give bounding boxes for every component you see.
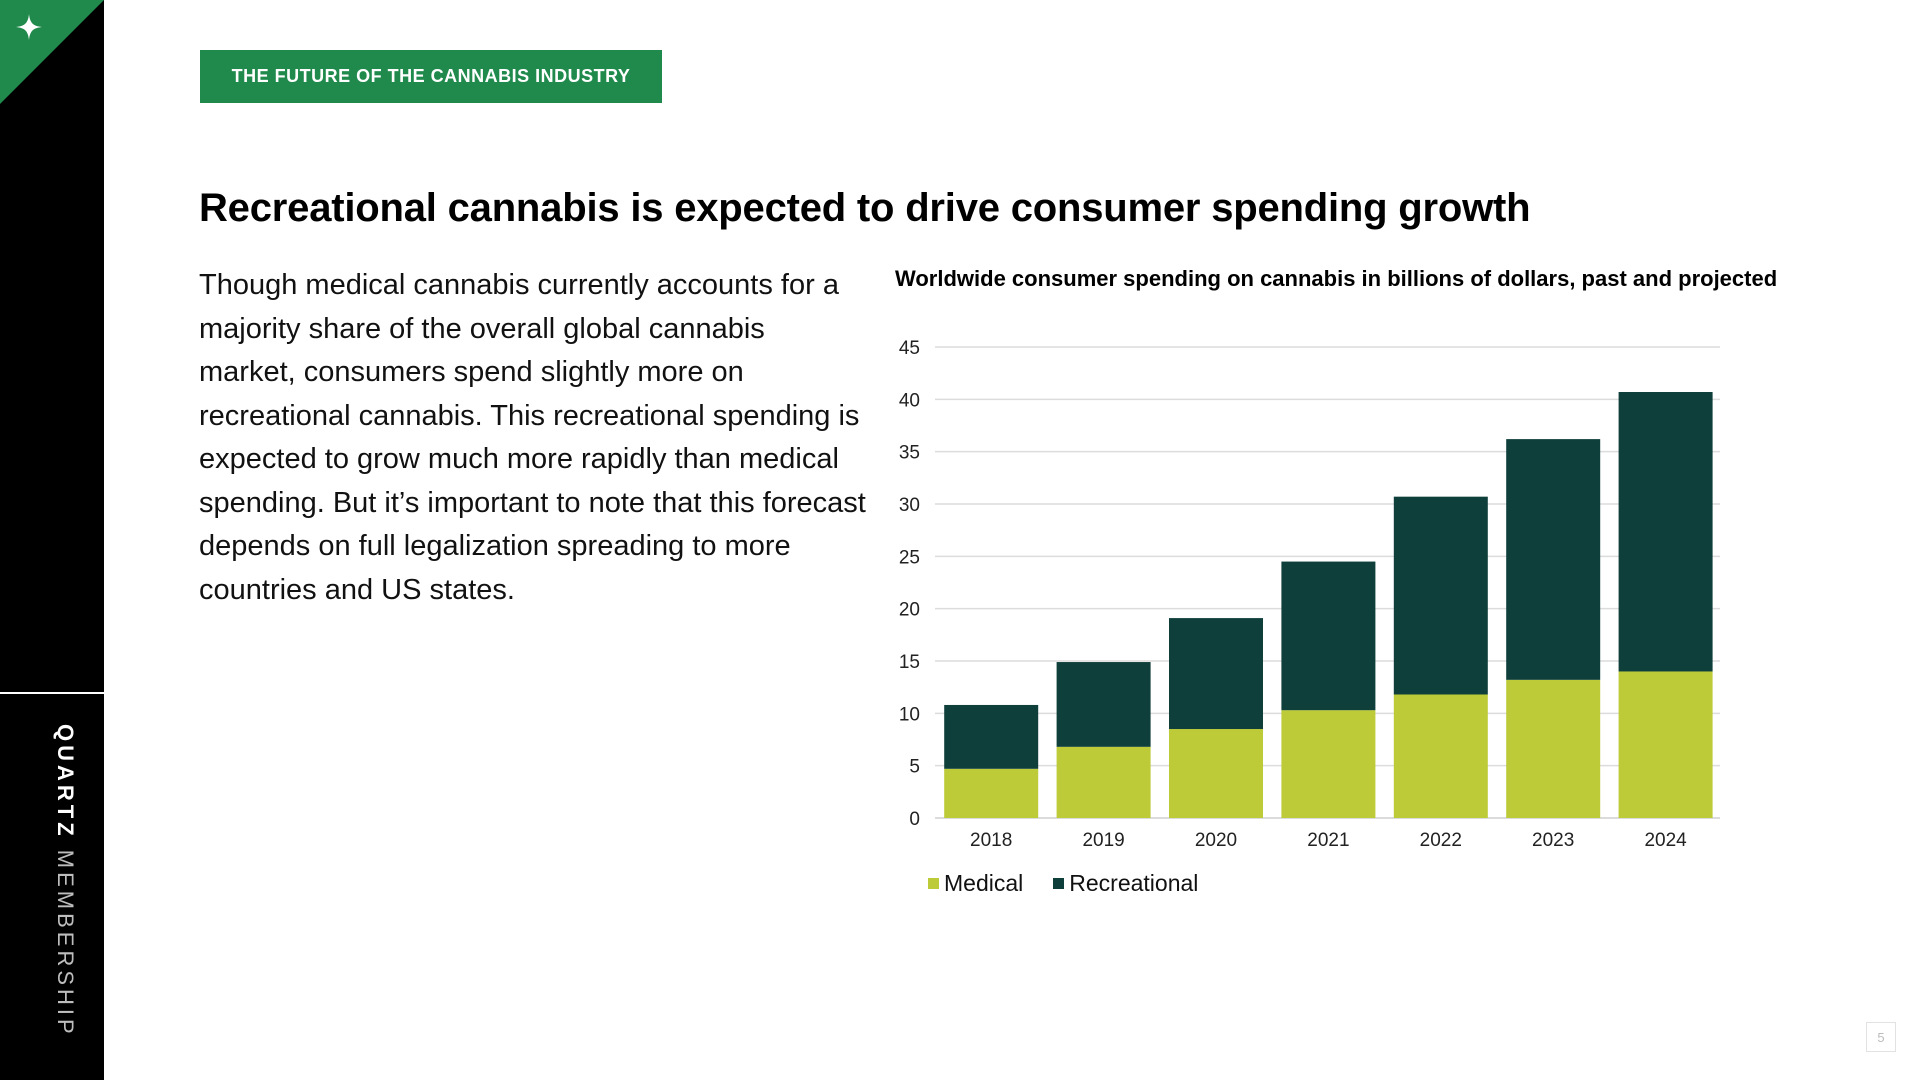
bar-recreational	[1281, 561, 1376, 711]
brand-primary: QUARTZ	[53, 724, 78, 840]
x-tick-label: 2023	[1532, 830, 1574, 851]
y-tick-label: 45	[899, 338, 920, 359]
y-tick-label: 0	[909, 809, 920, 830]
bar-medical	[1618, 671, 1713, 818]
bar-recreational	[1618, 392, 1713, 672]
y-tick-label: 10	[899, 704, 920, 725]
bar-recreational	[1393, 496, 1488, 695]
x-tick-label: 2022	[1420, 830, 1462, 851]
bar-medical	[1506, 679, 1601, 818]
x-tick-label: 2024	[1644, 830, 1687, 851]
bar-recreational	[1169, 618, 1263, 730]
legend-swatch-recreational	[1053, 878, 1065, 889]
bar-medical	[1281, 710, 1376, 818]
bar-medical	[1393, 694, 1488, 818]
body-paragraph: Though medical cannabis currently accoun…	[199, 269, 866, 606]
y-tick-label: 40	[899, 390, 920, 411]
bar-medical	[1169, 729, 1263, 818]
y-tick-label: 15	[899, 652, 920, 673]
bar-recreational	[1506, 439, 1601, 680]
y-tick-label: 20	[899, 600, 920, 621]
bar-medical	[1056, 746, 1151, 818]
legend-item-recreational: Recreational	[1053, 870, 1198, 897]
brand-wordmark: QUARTZ MEMBERSHIP	[52, 724, 78, 1038]
brand-secondary: MEMBERSHIP	[53, 849, 78, 1038]
x-tick-label: 2019	[1082, 830, 1124, 851]
bar-recreational	[1056, 662, 1151, 747]
chart-legend: Medical Recreational	[928, 870, 1228, 897]
page-number: 5	[1866, 1022, 1896, 1052]
y-tick-label: 35	[899, 443, 920, 464]
legend-swatch-medical	[928, 878, 939, 889]
section-banner: THE FUTURE OF THE CANNABIS INDUSTRY	[200, 50, 662, 103]
legend-label-medical: Medical	[944, 870, 1024, 896]
y-tick-label: 25	[899, 547, 920, 568]
x-tick-label: 2021	[1307, 830, 1349, 851]
legend-label-recreational: Recreational	[1069, 870, 1199, 896]
x-tick-label: 2020	[1195, 830, 1237, 851]
page-title: Recreational cannabis is expected to dri…	[199, 186, 1531, 230]
chart-title: Worldwide consumer spending on cannabis …	[895, 266, 1778, 291]
corner-accent	[0, 0, 104, 104]
sparkle-icon	[16, 14, 42, 40]
y-tick-label: 30	[899, 495, 920, 516]
legend-item-medical: Medical	[928, 870, 1023, 897]
bar-medical	[944, 768, 1039, 818]
sidebar-divider	[0, 692, 104, 694]
x-tick-label: 2018	[970, 830, 1012, 851]
sidebar: QUARTZ MEMBERSHIP	[0, 0, 104, 1080]
y-tick-label: 5	[909, 757, 920, 778]
bar-recreational	[944, 704, 1039, 769]
